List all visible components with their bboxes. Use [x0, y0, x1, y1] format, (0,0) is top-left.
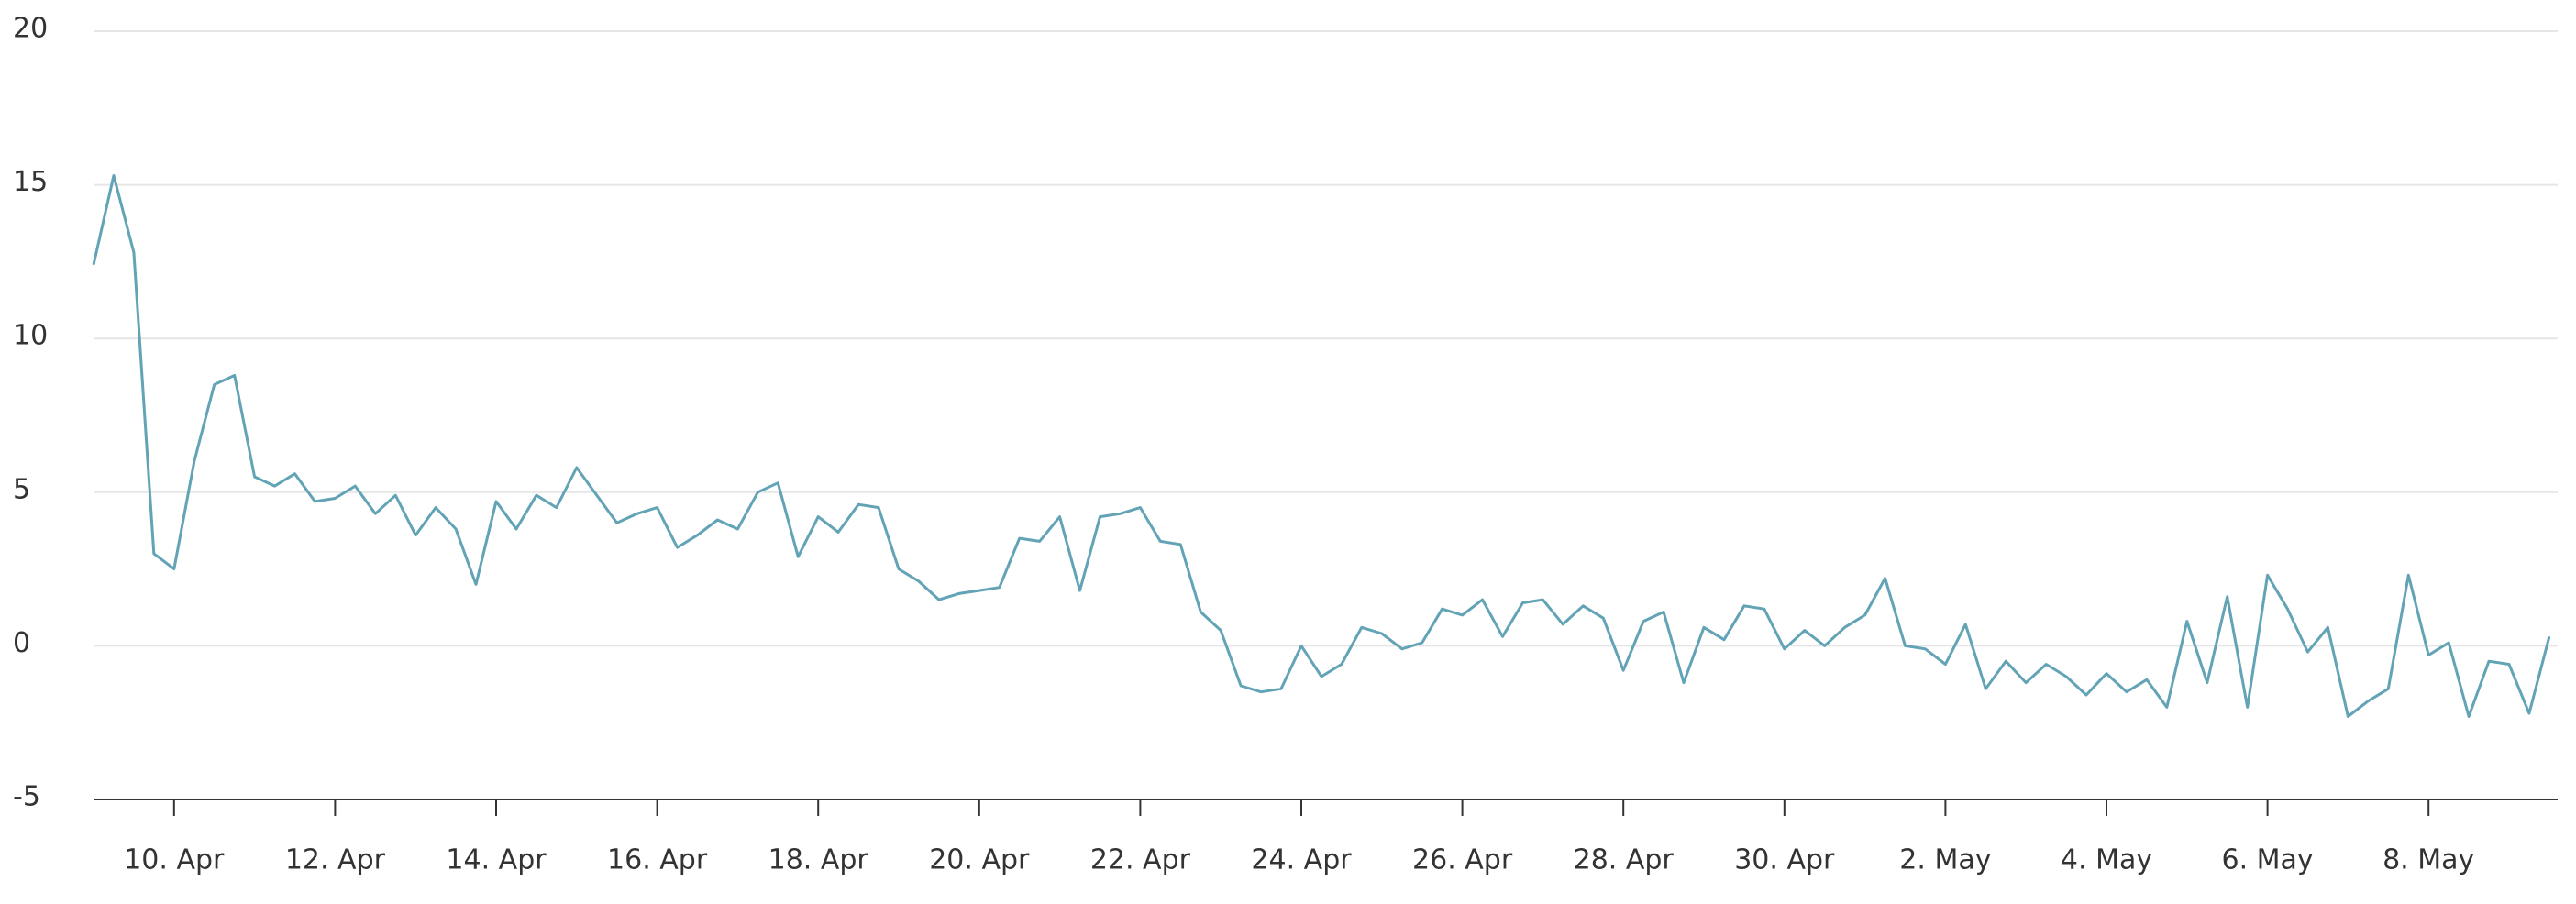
y-tick-label: 10 [13, 320, 48, 352]
x-tick-label: 14. Apr [446, 844, 547, 876]
x-tick-label: 12. Apr [285, 844, 386, 876]
y-tick-label: 20 [13, 13, 48, 45]
data-line [92, 174, 2551, 718]
y-tick-label: -5 [13, 781, 40, 813]
y-tick-label: 5 [13, 473, 30, 505]
x-tick-label: 26. Apr [1412, 844, 1513, 876]
x-tick-label: 28. Apr [1574, 844, 1675, 876]
x-tick-label: 10. Apr [124, 844, 225, 876]
x-tick-label: 8. May [2383, 844, 2474, 876]
x-tick-label: 16. Apr [607, 844, 708, 876]
x-tick-label: 22. Apr [1090, 844, 1191, 876]
x-tick-label: 4. May [2061, 844, 2152, 876]
y-tick-label: 15 [13, 166, 48, 198]
y-tick-label: 0 [13, 627, 30, 659]
x-tick-label: 20. Apr [929, 844, 1030, 876]
x-tick-label: 18. Apr [768, 844, 869, 876]
x-tick-label: 2. May [1899, 844, 1991, 876]
x-tick-label: 6. May [2222, 844, 2314, 876]
x-tick-label: 24. Apr [1251, 844, 1352, 876]
x-tick-label: 30. Apr [1734, 844, 1835, 876]
